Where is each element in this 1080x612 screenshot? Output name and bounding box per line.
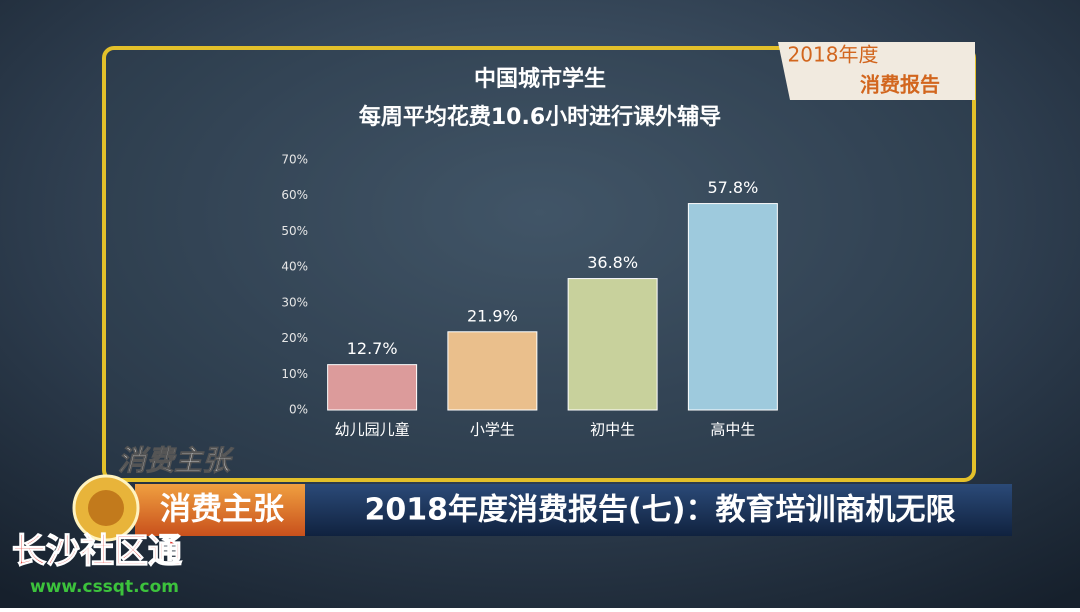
y-tick-label: 10%: [281, 367, 308, 381]
bar: [447, 331, 538, 411]
x-tick-label: 初中生: [590, 421, 635, 439]
y-tick-label: 0%: [289, 403, 308, 417]
x-tick-label: 小学生: [470, 421, 515, 439]
watermark-name: 长沙社区通: [12, 532, 182, 572]
bar: [687, 203, 778, 411]
watermark-url: www.cssqt.com: [30, 577, 179, 597]
badge-line: 2018年度: [788, 43, 879, 67]
badge-box: [778, 42, 975, 100]
plot: 0% 10% 20% 30% 40% 50% 60% 70% 幼儿园儿童 12.7% 小学生 21.9…: [281, 153, 778, 439]
channel-logo: [88, 490, 124, 526]
chart-subtitle: 每周平均花费10.6小时进行课外辅导: [359, 104, 721, 130]
x-tick-label: 高中生: [710, 421, 755, 439]
bar: [567, 278, 658, 411]
bar: [327, 364, 418, 411]
badge-line: 消费报告: [860, 73, 940, 97]
y-tick-label: 30%: [281, 295, 308, 309]
y-tick-label: 70%: [281, 153, 308, 167]
program-box: [135, 484, 305, 536]
y-tick-label: 40%: [281, 260, 308, 274]
headline-strip: [300, 484, 1012, 536]
y-tick-label: 60%: [281, 188, 308, 202]
value-label: 21.9%: [467, 306, 518, 325]
x-tick-label: 幼儿园儿童: [335, 421, 410, 439]
y-tick-label: 20%: [281, 331, 308, 345]
value-label: 36.8%: [587, 253, 638, 272]
y-tick-label: 50%: [281, 224, 308, 238]
value-label: 57.8%: [707, 178, 758, 197]
value-label: 12.7%: [347, 339, 398, 358]
chart-title: 中国城市学生: [474, 66, 606, 92]
program-name: 消费主张: [160, 492, 284, 528]
program-logo: 消费主张: [118, 444, 234, 477]
headline: 2018年度消费报告(七)：教育培训商机无限: [365, 493, 956, 528]
